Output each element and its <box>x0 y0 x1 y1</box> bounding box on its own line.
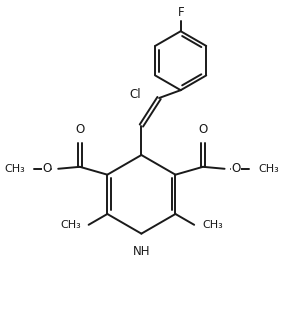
Text: O: O <box>75 123 84 136</box>
Text: CH₃: CH₃ <box>258 164 279 174</box>
Text: F: F <box>177 6 184 19</box>
Text: O: O <box>42 162 51 175</box>
Text: O: O <box>198 123 207 136</box>
Text: CH₃: CH₃ <box>60 220 81 230</box>
Text: CH₃: CH₃ <box>4 164 25 174</box>
Text: Cl: Cl <box>130 88 142 100</box>
Text: NH: NH <box>133 245 150 259</box>
Text: O: O <box>231 162 241 175</box>
Text: CH₃: CH₃ <box>202 220 223 230</box>
